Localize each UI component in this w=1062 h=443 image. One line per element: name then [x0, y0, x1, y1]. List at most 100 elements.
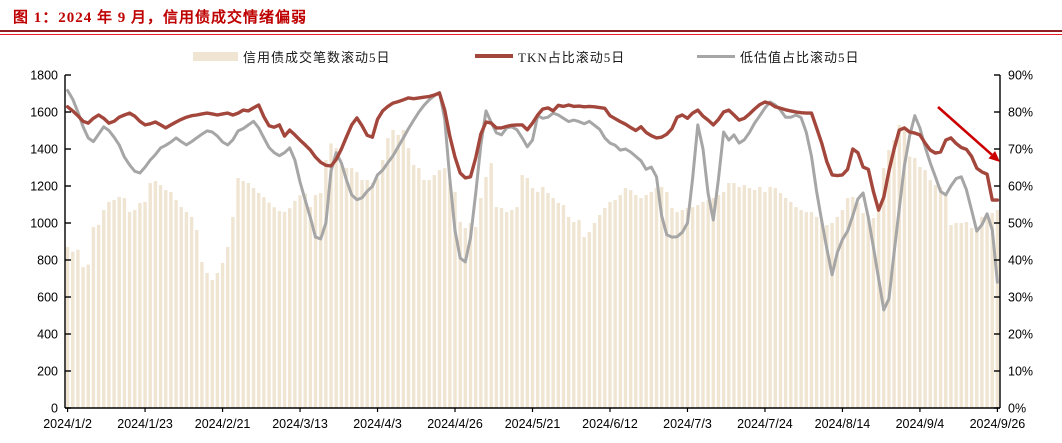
bar	[763, 191, 767, 408]
bar	[949, 225, 953, 408]
bar	[169, 191, 173, 408]
right-axis-label: 0%	[1008, 402, 1026, 416]
bar	[200, 262, 204, 408]
bar	[334, 148, 338, 408]
bar	[96, 224, 101, 408]
x-axis-label: 2024/8/14	[815, 417, 871, 431]
right-axis-label: 20%	[1008, 328, 1033, 342]
bar	[933, 185, 938, 408]
bar	[701, 201, 705, 408]
bar	[654, 188, 659, 408]
bar	[711, 198, 715, 408]
bar	[71, 251, 75, 408]
x-axis-label: 2024/4/3	[353, 417, 402, 431]
bar	[980, 216, 984, 408]
right-axis-label: 50%	[1008, 217, 1033, 231]
x-axis-label: 2024/5/21	[505, 417, 561, 431]
bar	[690, 207, 695, 408]
bar	[133, 210, 137, 408]
bar	[437, 170, 442, 408]
bar	[856, 203, 860, 408]
bar	[716, 195, 721, 408]
bar	[370, 183, 375, 408]
bar	[732, 183, 736, 408]
bar	[866, 215, 870, 408]
x-axis-label: 2024/1/2	[43, 417, 92, 431]
bar	[298, 195, 302, 408]
bar	[91, 227, 96, 408]
bar	[288, 208, 292, 408]
bar	[876, 210, 881, 408]
undervalued-ratio-line	[66, 89, 999, 312]
bar	[814, 216, 819, 408]
bar	[768, 186, 772, 408]
bar	[561, 205, 566, 408]
bar	[659, 186, 664, 408]
bar	[468, 223, 473, 408]
bar	[592, 223, 597, 408]
bar	[830, 223, 834, 408]
bar	[969, 228, 974, 408]
bar	[355, 171, 359, 408]
bar	[680, 210, 685, 408]
bar	[546, 193, 550, 408]
bar	[572, 222, 576, 408]
right-axis-label: 30%	[1008, 291, 1033, 305]
bar	[350, 168, 354, 408]
bar	[835, 216, 839, 408]
bar	[479, 198, 483, 408]
bar	[820, 220, 824, 408]
bar	[396, 134, 400, 408]
left-axis-label: 0	[51, 402, 58, 416]
bar	[184, 211, 189, 408]
bar	[670, 208, 674, 408]
bar	[463, 228, 468, 408]
x-axis-label: 2024/3/13	[272, 417, 328, 431]
bar	[727, 183, 731, 408]
bar	[742, 185, 746, 408]
bar	[794, 207, 798, 408]
bar	[375, 178, 380, 408]
bar	[272, 207, 276, 408]
bar	[427, 180, 431, 408]
legend-item-undervalued: 低估值占比滚动5日	[697, 47, 860, 65]
bar	[86, 264, 90, 409]
bar	[587, 232, 592, 408]
bar	[153, 181, 158, 408]
bar	[851, 196, 855, 408]
bar	[577, 220, 581, 408]
x-axis-label: 2024/6/12	[582, 417, 638, 431]
bar	[293, 200, 297, 408]
bar	[515, 207, 519, 408]
bar	[138, 203, 142, 408]
bar	[773, 188, 777, 408]
bar	[458, 222, 462, 408]
bar	[319, 193, 323, 408]
bar	[928, 180, 932, 408]
title-divider-dark	[0, 30, 1062, 32]
bar	[923, 170, 927, 408]
bar	[530, 188, 535, 408]
bar	[990, 213, 994, 408]
bar	[339, 163, 344, 408]
legend-label-bars: 信用债成交笔数滚动5日	[243, 49, 391, 65]
bar	[871, 218, 876, 408]
bar	[494, 207, 499, 408]
left-axis-label: 200	[37, 365, 58, 379]
bar	[634, 195, 638, 408]
bar	[76, 249, 80, 408]
bar	[618, 195, 623, 408]
x-axis-label: 2024/7/3	[663, 417, 712, 431]
bar	[804, 212, 808, 408]
x-axis-label: 2024/1/23	[117, 417, 173, 431]
bar	[489, 163, 493, 408]
undervalued-line-swatch-icon	[697, 54, 735, 58]
x-axis-label: 2024/7/24	[737, 417, 793, 431]
right-axis-label: 80%	[1008, 106, 1033, 120]
left-axis-label: 1800	[30, 69, 58, 83]
bar	[778, 193, 783, 408]
bar	[525, 178, 530, 408]
bar	[964, 222, 969, 408]
bar	[112, 200, 116, 408]
